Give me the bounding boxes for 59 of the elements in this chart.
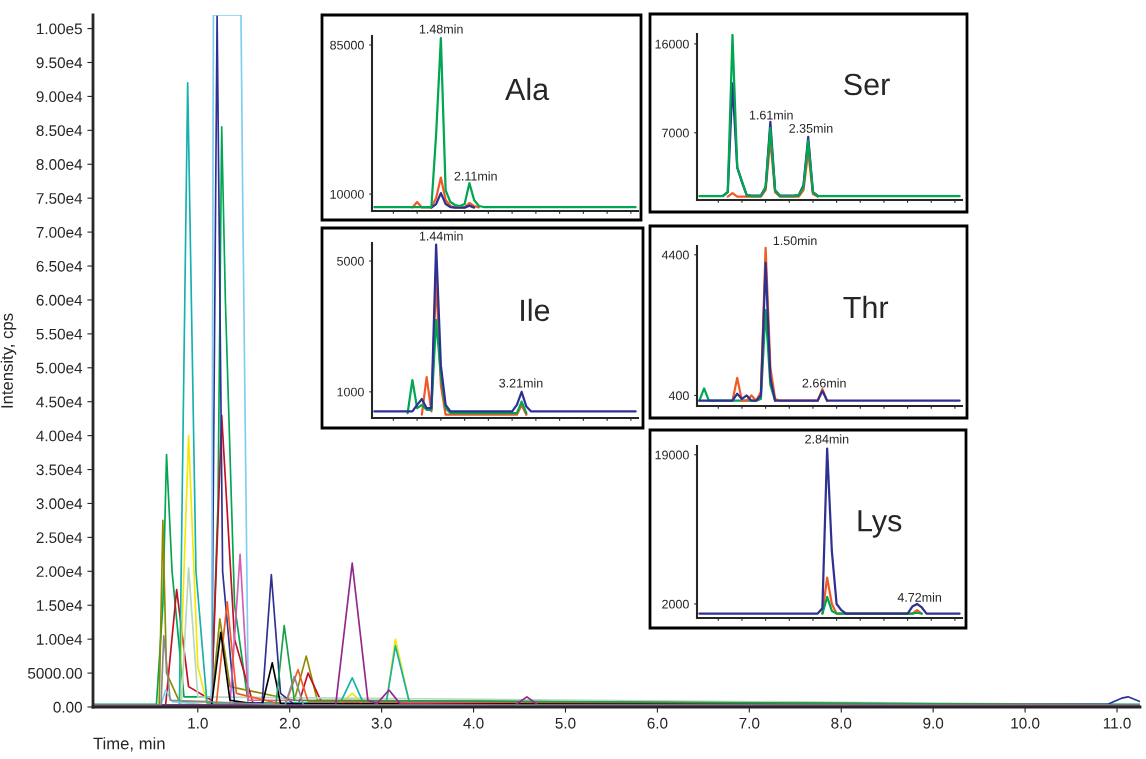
y-tick-label: 5000.00 (27, 667, 82, 679)
x-tick-label: 8.0 (831, 717, 852, 729)
y-tick-label: 5000 (337, 256, 364, 266)
y-tick-label: 2.00e4 (36, 566, 83, 577)
text: Thr (843, 295, 889, 318)
text: Lys (858, 510, 902, 538)
y-tick-label: 5.50e4 (36, 328, 83, 340)
y-tick-label: 10000 (330, 189, 364, 199)
annotation: 2.84min (805, 434, 849, 444)
annotation: 1.44min (419, 231, 463, 241)
y-tick-label: 2000 (662, 599, 689, 609)
annotation: 1.61min (749, 110, 793, 120)
y-tick-label: 7.00e4 (36, 226, 83, 238)
x-tick-label: 7.0 (739, 717, 760, 729)
y-tick-label: 19000 (655, 450, 689, 460)
y-tick-label: 8.00e4 (36, 159, 83, 170)
y-tick-label: 9.00e4 (36, 91, 83, 103)
text: Ser (844, 73, 890, 96)
y-tick-label: 2.50e4 (36, 532, 83, 544)
y-tick-label: 85000 (330, 40, 364, 50)
y-tick-label: 1000 (337, 387, 364, 397)
y-tick-label: 1.00e5 (37, 23, 82, 35)
y-tick-label: 4.50e4 (36, 396, 83, 408)
annotation: 1.48min (419, 24, 463, 34)
annotation: 1.50min (773, 235, 817, 246)
y-tick-label: 1.50e4 (37, 600, 83, 611)
y-tick-label: 1.00e4 (37, 634, 83, 645)
annotation: 2.11min (454, 171, 497, 181)
y-tick-label: 16000 (655, 39, 689, 49)
y-tick-label: 400 (668, 391, 689, 401)
y-tick-label: 9.50e4 (36, 57, 83, 69)
y-tick-label: 4400 (661, 250, 689, 260)
y-tick-label: 3.50e4 (36, 464, 83, 476)
x-tick-label: 1.0 (188, 717, 208, 729)
text: Ile (521, 298, 550, 322)
y-tick-label: 6.00e4 (36, 294, 83, 306)
y-tick-label: 7000 (662, 128, 689, 138)
y-tick-label: 7.50e4 (36, 193, 83, 204)
annotation: 4.72min (897, 592, 942, 602)
x-tick-label: 4.0 (463, 717, 484, 729)
x-tick-label: 10.0 (1011, 717, 1040, 729)
y-tick-label: 0.00 (53, 701, 82, 713)
annotation: 2.35min (789, 123, 833, 133)
x-tick-label: 9.0 (923, 717, 944, 729)
y-tick-label: 3.00e4 (36, 498, 83, 510)
text: Ala (505, 77, 550, 101)
x-tick-label: 5.0 (555, 717, 576, 729)
annotation: 3.21min (499, 378, 543, 388)
y-tick-label: 5.00e4 (36, 362, 83, 374)
y-tick-label: 4.00e4 (36, 430, 83, 442)
x-axis-title: Time, min (93, 737, 165, 752)
x-tick-label: 2.0 (279, 717, 300, 729)
x-tick-label: 6.0 (647, 717, 668, 729)
y-axis-title: Intensity, cps (0, 313, 17, 408)
y-tick-label: 6.50e4 (36, 260, 83, 272)
y-tick-label: 8.50e4 (36, 125, 83, 137)
annotation: 2.66min (802, 378, 846, 388)
x-tick-label: 11.0 (1103, 717, 1131, 729)
x-tick-label: 3.0 (371, 717, 392, 729)
